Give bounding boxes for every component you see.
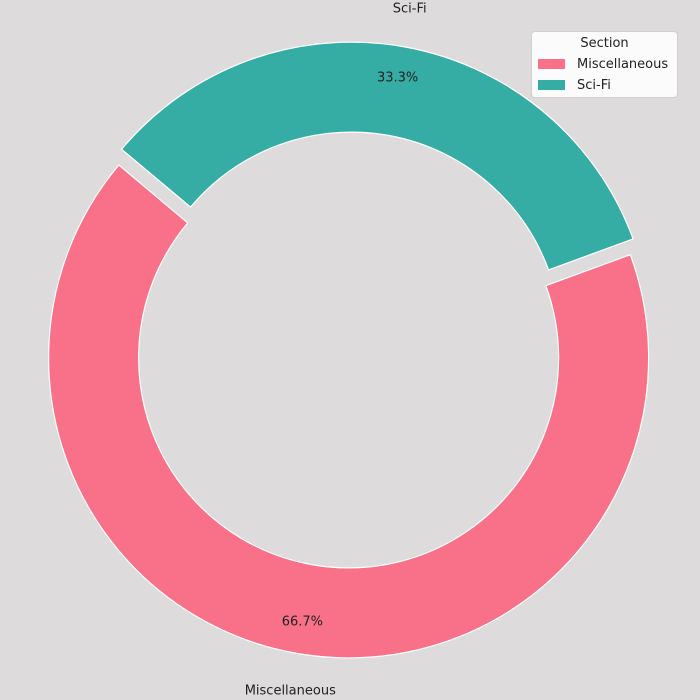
legend-item-sci-fi: Sci-Fi (538, 77, 611, 93)
pct-label-miscellaneous: 66.7% (282, 614, 323, 629)
legend-label-miscellaneous: Miscellaneous (577, 56, 669, 72)
slice-label-miscellaneous: Miscellaneous (245, 683, 336, 698)
slice-sci-fi (120, 41, 634, 271)
legend-item-miscellaneous: Miscellaneous (538, 56, 668, 72)
legend-swatch-miscellaneous (538, 59, 565, 69)
legend-label-sci-fi: Sci-Fi (577, 77, 611, 93)
slice-label-sci-fi: Sci-Fi (393, 2, 427, 17)
slice-miscellaneous (48, 164, 650, 659)
legend-swatch-sci-fi (538, 80, 565, 90)
legend: Section Miscellaneous Sci-Fi (531, 31, 678, 98)
pct-label-sci-fi: 33.3% (377, 71, 418, 86)
legend-title: Section (580, 36, 629, 51)
